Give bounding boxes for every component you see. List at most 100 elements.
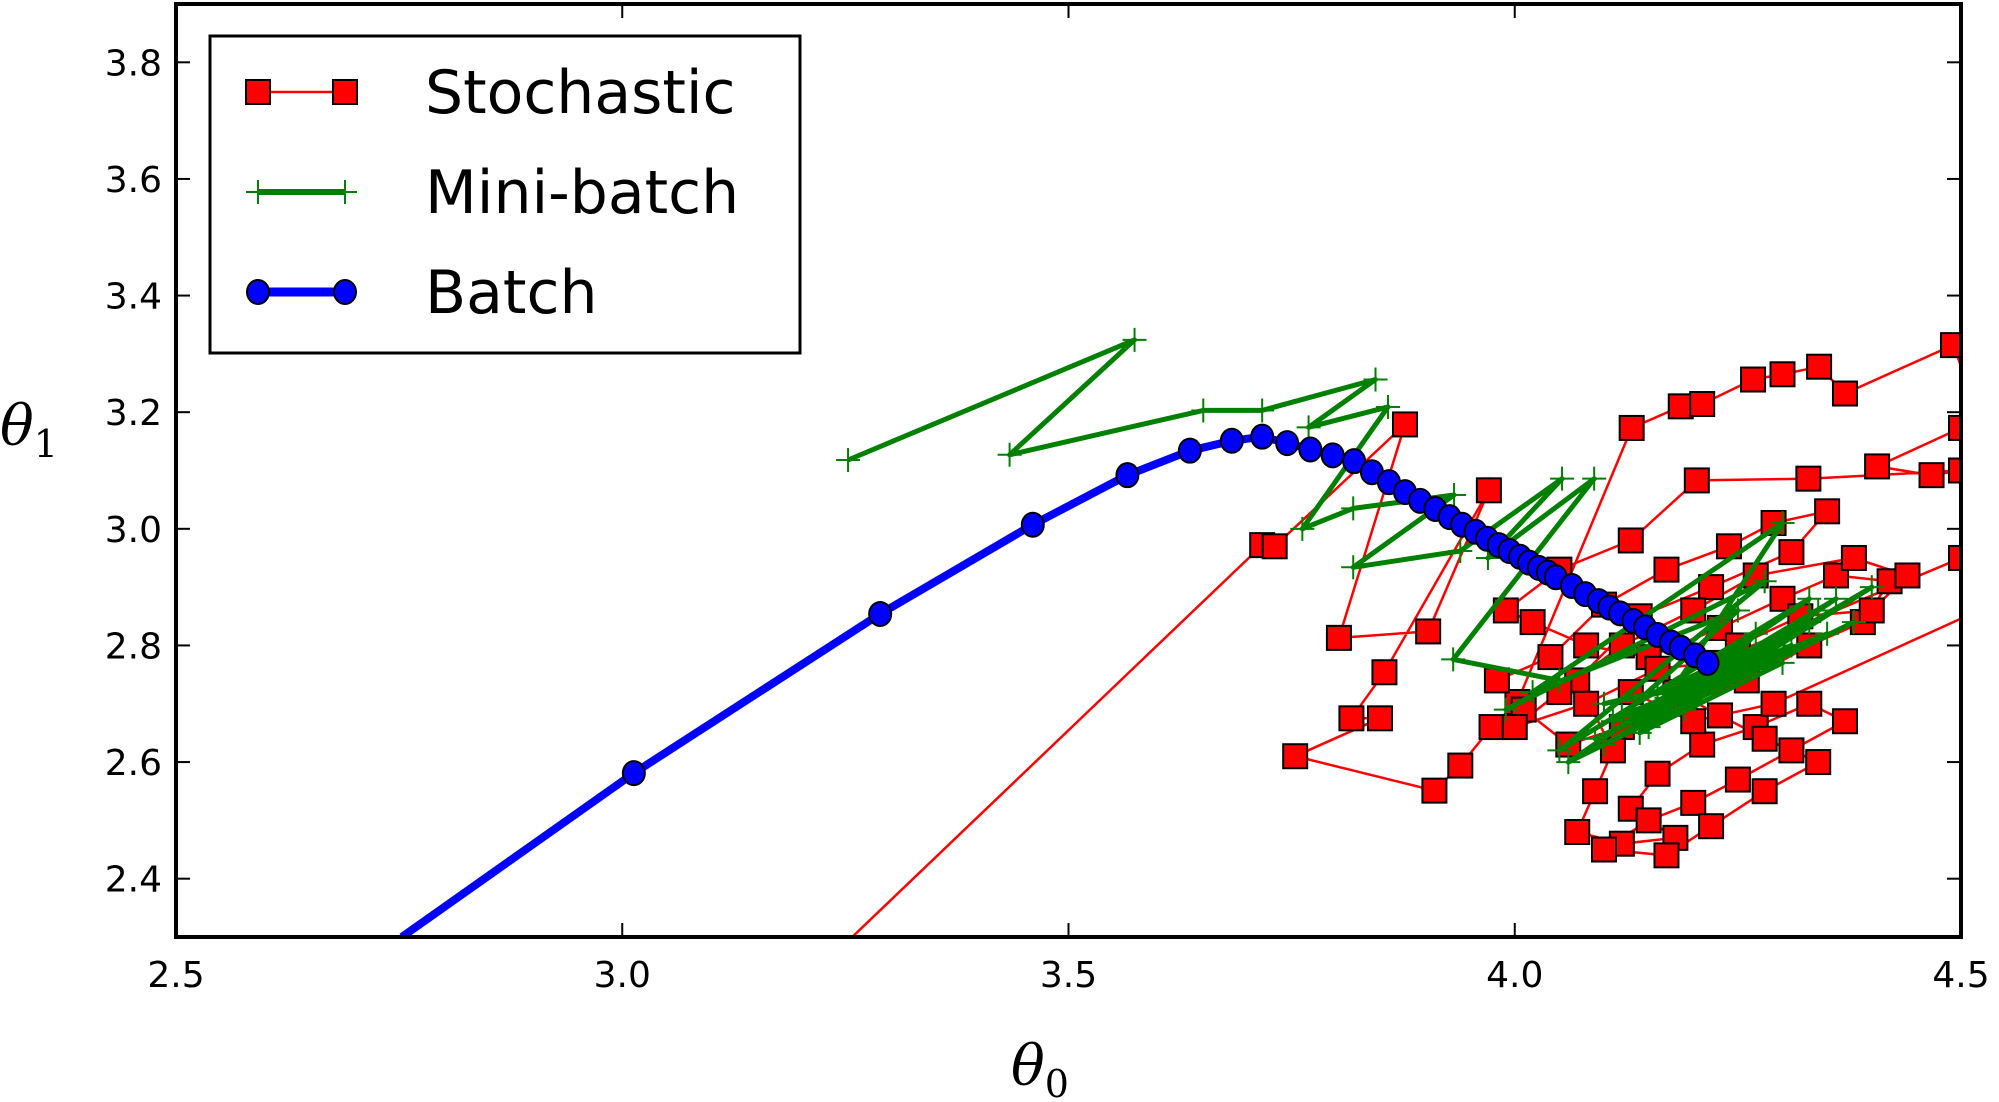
data-point bbox=[1672, 697, 1697, 722]
x-axis-label-symbol: θ bbox=[1011, 1034, 1045, 1099]
data-point bbox=[1275, 430, 1300, 457]
x-tick-label: 3.0 bbox=[594, 955, 651, 996]
data-point bbox=[1447, 752, 1474, 779]
data-point bbox=[1441, 647, 1466, 672]
legend-entry-batch: Batch bbox=[246, 258, 597, 328]
data-point bbox=[1698, 574, 1725, 601]
data-point bbox=[1325, 624, 1352, 651]
x-tick-label: 4.5 bbox=[1932, 955, 1989, 996]
data-point bbox=[1564, 819, 1591, 846]
data-point bbox=[1547, 668, 1572, 693]
data-point bbox=[1478, 714, 1505, 741]
data-point bbox=[1761, 645, 1786, 670]
data-point bbox=[1250, 398, 1275, 423]
data-point bbox=[1760, 690, 1787, 717]
x-axis-label-subscript: 0 bbox=[1045, 1062, 1069, 1102]
data-point bbox=[621, 760, 646, 787]
data-point bbox=[1583, 726, 1608, 751]
data-point bbox=[1592, 691, 1616, 716]
data-point bbox=[1644, 760, 1671, 787]
data-point bbox=[1520, 680, 1545, 705]
data-point bbox=[1667, 393, 1694, 420]
data-point bbox=[1582, 778, 1609, 805]
data-point bbox=[1261, 533, 1288, 560]
y-axis-label: θ1 bbox=[0, 394, 58, 466]
data-point bbox=[1707, 702, 1734, 729]
data-point bbox=[1806, 353, 1833, 380]
data-point bbox=[1282, 743, 1309, 770]
data-point bbox=[1550, 466, 1575, 491]
data-point bbox=[1654, 685, 1679, 710]
data-point bbox=[1778, 539, 1805, 566]
data-point bbox=[1653, 842, 1680, 869]
data-point bbox=[1376, 394, 1401, 419]
data-point bbox=[1689, 391, 1716, 418]
data-point bbox=[1320, 442, 1345, 469]
data-point bbox=[1778, 737, 1805, 764]
data-point bbox=[1918, 462, 1945, 489]
y-tick-label: 3.0 bbox=[105, 510, 162, 551]
data-point bbox=[1948, 414, 1961, 441]
data-point bbox=[1841, 610, 1866, 635]
data-point bbox=[1796, 690, 1823, 717]
data-point bbox=[1122, 327, 1147, 352]
data-point bbox=[1250, 423, 1275, 450]
data-point bbox=[1840, 544, 1867, 571]
data-point bbox=[868, 600, 893, 627]
data-point bbox=[1743, 621, 1768, 646]
legend-circle-marker-icon bbox=[333, 279, 357, 305]
data-point bbox=[1948, 457, 1961, 484]
data-point bbox=[1582, 466, 1607, 491]
data-point bbox=[1751, 778, 1778, 805]
axes: 2.5 3.0 3.5 4.0 4.5 2.4 2.6 2.8 3.0 3.2 3.4 3.6 3.8 bbox=[105, 2, 1990, 996]
data-point bbox=[1805, 749, 1832, 776]
data-point bbox=[1442, 482, 1467, 507]
data-point bbox=[1298, 436, 1323, 463]
data-point bbox=[1795, 465, 1822, 492]
data-point bbox=[1475, 477, 1502, 504]
data-point bbox=[1752, 569, 1777, 594]
data-point bbox=[1371, 659, 1398, 686]
data-point bbox=[1617, 527, 1644, 554]
data-point bbox=[1448, 538, 1473, 563]
data-point bbox=[1740, 366, 1767, 393]
legend-square-marker-icon bbox=[332, 79, 358, 105]
y-tick-label: 3.6 bbox=[105, 160, 162, 201]
data-point bbox=[1948, 544, 1961, 571]
y-tick-label: 2.6 bbox=[105, 743, 162, 784]
data-point bbox=[1366, 705, 1393, 732]
data-point bbox=[1296, 415, 1321, 440]
x-tick-label: 3.5 bbox=[1040, 955, 1097, 996]
data-point bbox=[1680, 789, 1707, 816]
series-mini-batch bbox=[836, 327, 1884, 775]
y-tick-label: 3.2 bbox=[105, 393, 162, 434]
data-point bbox=[1724, 766, 1751, 793]
data-point bbox=[1591, 836, 1617, 863]
data-point bbox=[1341, 555, 1366, 580]
data-point bbox=[1859, 575, 1884, 600]
data-point bbox=[1864, 453, 1891, 480]
data-point bbox=[1769, 361, 1796, 388]
data-point bbox=[1415, 618, 1442, 645]
data-point bbox=[1725, 598, 1750, 623]
data-point bbox=[1341, 496, 1366, 521]
data-point bbox=[1653, 556, 1680, 583]
data-point bbox=[1858, 597, 1885, 624]
data-point bbox=[1519, 609, 1546, 636]
data-point bbox=[836, 448, 861, 473]
x-axis-label: θ0 bbox=[1011, 1034, 1069, 1102]
data-point bbox=[1483, 667, 1510, 694]
data-point bbox=[1177, 437, 1202, 464]
data-point bbox=[1020, 511, 1045, 538]
data-point bbox=[1806, 598, 1831, 623]
data-point bbox=[1725, 656, 1750, 681]
data-point bbox=[1635, 807, 1662, 834]
y-tick-label: 2.8 bbox=[105, 626, 162, 667]
data-point bbox=[1695, 649, 1720, 676]
data-point bbox=[1391, 411, 1418, 438]
data-point bbox=[1290, 516, 1315, 541]
legend-circle-marker-icon bbox=[246, 279, 270, 305]
y-tick-label: 3.8 bbox=[105, 43, 162, 84]
x-tick-label: 2.5 bbox=[147, 955, 204, 996]
